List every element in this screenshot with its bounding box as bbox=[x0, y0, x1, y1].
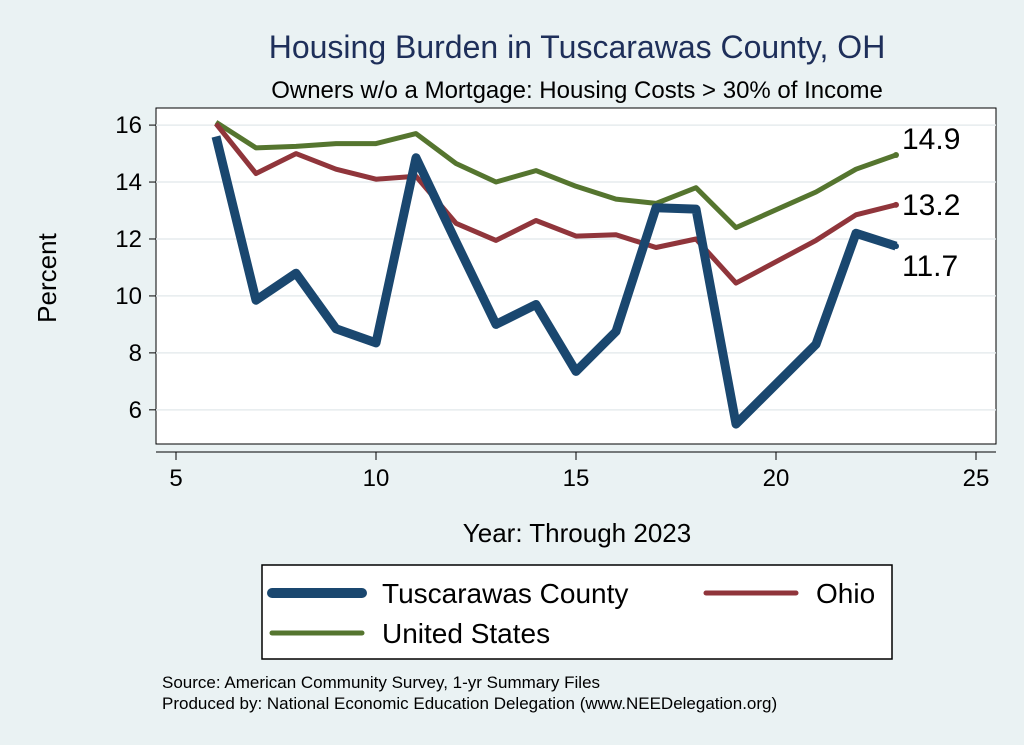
end-labels: 11.7 13.2 14.9 bbox=[902, 123, 960, 283]
series-endpoint-united-states bbox=[893, 151, 899, 158]
series-endpoint-tuscarawas-county bbox=[893, 243, 899, 250]
x-tick-label-15: 15 bbox=[563, 465, 590, 492]
series-line-ohio bbox=[214, 122, 897, 286]
end-label-ohio: 13.2 bbox=[902, 189, 960, 222]
x-tick-label-20: 20 bbox=[763, 465, 790, 492]
y-axis-title: Percent bbox=[32, 232, 62, 322]
series-line-united-states bbox=[214, 120, 897, 231]
chart-subtitle: Owners w/o a Mortgage: Housing Costs > 3… bbox=[271, 77, 883, 104]
y-tick-label-16: 16 bbox=[115, 112, 142, 139]
legend-label-us: United States bbox=[382, 618, 550, 649]
series-line-tuscarawas-county bbox=[211, 135, 898, 429]
source-note: Source: American Community Survey, 1-yr … bbox=[162, 673, 600, 692]
y-tick-label-6: 6 bbox=[129, 397, 142, 424]
legend-label-tuscarawas: Tuscarawas County bbox=[382, 578, 628, 609]
x-tick-label-5: 5 bbox=[169, 465, 182, 492]
series-layer bbox=[211, 120, 899, 429]
series-endpoint-ohio bbox=[893, 201, 899, 208]
x-tick-label-25: 25 bbox=[963, 465, 990, 492]
x-tick-label-10: 10 bbox=[363, 465, 390, 492]
x-axis-title: Year: Through 2023 bbox=[463, 518, 691, 548]
legend-label-ohio: Ohio bbox=[816, 578, 875, 609]
y-tick-label-8: 8 bbox=[129, 340, 142, 367]
y-tick-label-10: 10 bbox=[115, 283, 142, 310]
y-tick-label-12: 12 bbox=[115, 226, 142, 253]
axes: 6 8 10 12 14 16 5 10 15 20 25 bbox=[115, 112, 996, 492]
grid bbox=[156, 124, 996, 411]
end-label-tuscarawas-county: 11.7 bbox=[902, 250, 958, 283]
end-label-united-states: 14.9 bbox=[902, 123, 960, 156]
producer-note: Produced by: National Economic Education… bbox=[162, 694, 777, 713]
chart-title: Housing Burden in Tuscarawas County, OH bbox=[269, 29, 886, 65]
legend-box bbox=[261, 564, 893, 660]
legend: Tuscarawas County Ohio United States bbox=[261, 564, 893, 660]
y-tick-label-14: 14 bbox=[115, 169, 142, 196]
